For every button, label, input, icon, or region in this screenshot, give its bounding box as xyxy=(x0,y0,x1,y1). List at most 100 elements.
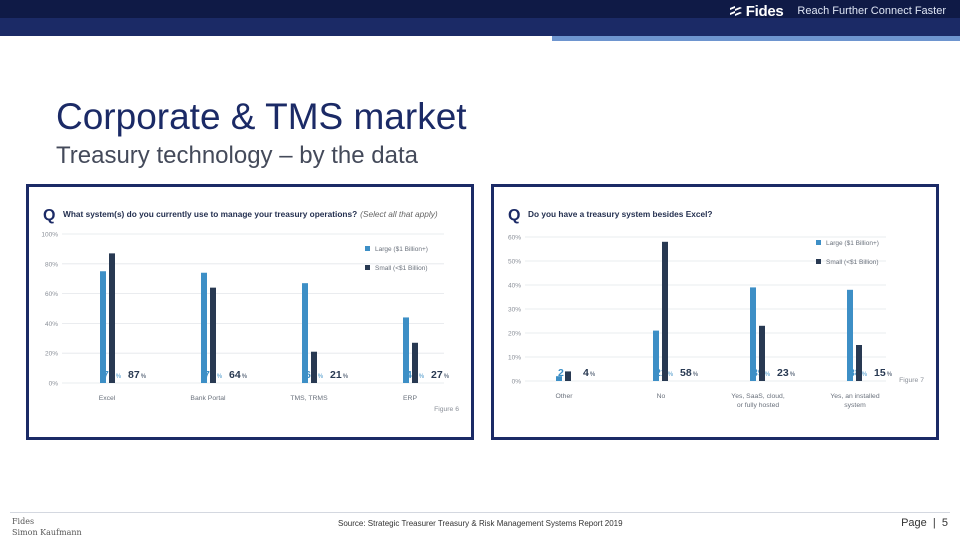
footer-credit: Fides Simon Kaufmann xyxy=(12,516,82,538)
question-mark: Q xyxy=(508,207,520,224)
y-tick-label: 40% xyxy=(45,321,58,328)
data-label-unit: % xyxy=(790,372,796,378)
question-mark: Q xyxy=(43,207,55,224)
y-tick-label: 30% xyxy=(508,307,521,314)
question-text: What system(s) do you currently use to m… xyxy=(63,209,438,219)
brand-block: Fides Reach Further Connect Faster xyxy=(729,3,946,20)
data-label-unit: % xyxy=(765,372,771,378)
bar-small xyxy=(565,371,571,381)
x-tick-label: or fully hosted xyxy=(737,402,780,409)
x-tick-label: No xyxy=(657,393,666,400)
data-label-unit: % xyxy=(318,374,324,380)
x-tick-label: system xyxy=(844,402,866,409)
bar-small xyxy=(412,342,418,383)
brand-logo: Fides xyxy=(729,3,784,20)
legend-swatch xyxy=(816,240,821,245)
x-tick-label: Bank Portal xyxy=(190,395,226,402)
bar-small xyxy=(856,345,862,381)
y-tick-label: 50% xyxy=(508,259,521,266)
data-label-unit: % xyxy=(116,374,122,380)
y-tick-label: 80% xyxy=(45,261,58,268)
data-label-unit: % xyxy=(693,372,699,378)
legend-label: Small (<$1 Billion) xyxy=(826,259,879,266)
data-label-unit: % xyxy=(141,374,147,380)
legend-label: Large ($1 Billion+) xyxy=(375,246,428,253)
data-label-unit: % xyxy=(590,372,596,378)
chart-panel-besides-excel: Q Do you have a treasury system besides E… xyxy=(491,184,939,440)
data-label: 87% xyxy=(128,369,147,381)
y-tick-label: 0% xyxy=(512,379,522,386)
data-label-unit: % xyxy=(217,374,223,380)
footer-author: Simon Kaufmann xyxy=(12,528,82,537)
x-tick-label: Yes, SaaS, cloud, xyxy=(731,393,785,400)
figure-label: Figure 6 xyxy=(434,406,459,413)
data-label: 21% xyxy=(330,369,349,381)
y-tick-label: 60% xyxy=(508,235,521,242)
bar-large xyxy=(302,283,308,383)
data-label: 27% xyxy=(431,369,450,381)
bar-small xyxy=(759,325,765,381)
y-tick-label: 20% xyxy=(508,331,521,338)
page-label: Page xyxy=(901,517,927,529)
data-label: 23% xyxy=(777,367,796,379)
x-tick-label: Excel xyxy=(99,395,116,402)
bar-large xyxy=(403,317,409,383)
slide-subtitle: Treasury technology – by the data xyxy=(56,142,418,169)
data-label-unit: % xyxy=(242,374,248,380)
top-banner xyxy=(0,0,960,36)
y-tick-label: 20% xyxy=(45,351,58,358)
top-banner-strip xyxy=(0,0,960,18)
brand-name: Fides xyxy=(745,2,784,20)
y-tick-label: 10% xyxy=(508,355,521,362)
chart-besides-excel: Q Do you have a treasury system besides E… xyxy=(508,207,924,409)
question-note: (Select all that apply) xyxy=(360,209,438,219)
data-label: 64% xyxy=(229,369,248,381)
legend-swatch xyxy=(365,246,370,251)
page-number: 5 xyxy=(941,517,948,529)
data-label-unit: % xyxy=(419,374,425,380)
bar-large xyxy=(556,376,562,381)
data-label-unit: % xyxy=(668,372,674,378)
page-separator: | xyxy=(932,517,936,529)
question-text: Do you have a treasury system besides Ex… xyxy=(528,209,712,219)
data-label-unit: % xyxy=(862,372,868,378)
legend-swatch xyxy=(365,265,370,270)
y-tick-label: 100% xyxy=(41,232,58,239)
brand-tagline: Reach Further Connect Faster xyxy=(797,5,946,17)
bar-large xyxy=(750,287,756,381)
footer-divider xyxy=(10,512,950,513)
slide-title: Corporate & TMS market xyxy=(56,96,467,137)
y-tick-label: 0% xyxy=(49,381,59,388)
data-label: 4% xyxy=(583,367,596,379)
bar-small xyxy=(109,253,115,383)
data-label-unit: % xyxy=(444,374,450,380)
fides-logo-icon xyxy=(729,6,742,16)
y-tick-label: 60% xyxy=(45,291,58,298)
x-tick-label: Yes, an installed xyxy=(830,393,879,400)
bar-large xyxy=(653,330,659,381)
data-label: 58% xyxy=(680,367,699,379)
bar-large xyxy=(201,272,207,383)
chart-systems-used: Q What system(s) do you currently use to … xyxy=(41,207,459,413)
legend-label: Small (<$1 Billion) xyxy=(375,265,428,272)
data-label: 15% xyxy=(874,367,893,379)
bar-small xyxy=(210,287,216,383)
chart-panel-systems: Q What system(s) do you currently use to … xyxy=(26,184,474,440)
bar-small xyxy=(311,351,317,383)
data-label-unit: % xyxy=(887,372,893,378)
data-label-unit: % xyxy=(343,374,349,380)
y-tick-label: 40% xyxy=(508,283,521,290)
legend-label: Large ($1 Billion+) xyxy=(826,240,879,247)
x-tick-label: TMS, TRMS xyxy=(290,395,328,402)
figure-label: Figure 7 xyxy=(899,377,924,384)
bar-large xyxy=(100,271,106,383)
bar-large xyxy=(847,289,853,381)
accent-bar xyxy=(552,36,960,41)
legend-swatch xyxy=(816,259,821,264)
footer-source: Source: Strategic Treasurer Treasury & R… xyxy=(338,519,623,528)
x-tick-label: Other xyxy=(556,393,574,400)
bar-small xyxy=(662,241,668,381)
x-tick-label: ERP xyxy=(403,395,417,402)
footer-company: Fides xyxy=(12,517,35,526)
page-indicator: Page | 5 xyxy=(901,517,948,529)
